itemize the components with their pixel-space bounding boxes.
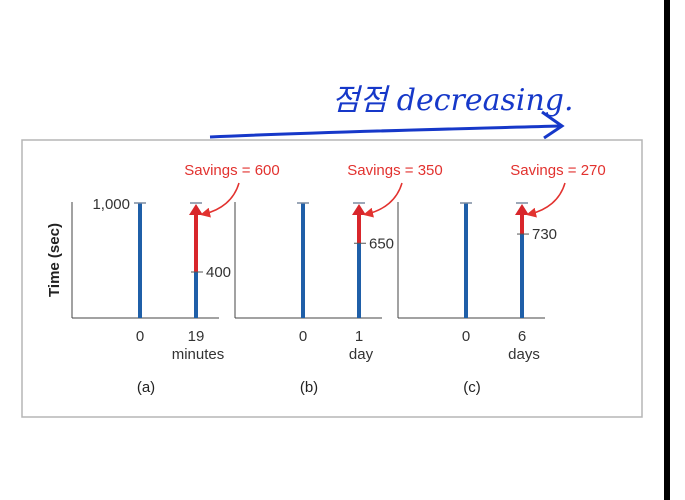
- x-unit-label: day: [349, 346, 374, 363]
- figure-frame: [21, 139, 643, 418]
- panel-label: (a): [137, 379, 155, 396]
- x-tick-label: 19: [188, 328, 205, 345]
- savings-arrowhead: [515, 204, 529, 215]
- relearn-value-label: 650: [369, 235, 394, 252]
- savings-annotation: Savings = 270: [510, 162, 606, 179]
- panel-label: (b): [300, 379, 318, 396]
- savings-pointer-arrow: [526, 182, 566, 218]
- savings-pointer-arrow: [200, 182, 240, 218]
- panel-label: (c): [463, 379, 481, 396]
- handwritten-arrow-line: [209, 124, 561, 139]
- page-edge-bar: [664, 0, 670, 500]
- savings-annotation: Savings = 350: [347, 162, 443, 179]
- x-tick-label: 0: [299, 328, 307, 345]
- y-axis-label: Time (sec): [46, 223, 63, 297]
- savings-arrowhead: [352, 204, 366, 215]
- relearn-value-label: 400: [206, 264, 231, 281]
- y-tick-label: 1,000: [92, 196, 130, 213]
- relearn-value-label: 730: [532, 226, 557, 243]
- handwritten-arrow-head: [541, 110, 565, 140]
- savings-arrowhead: [189, 204, 203, 215]
- x-tick-label: 0: [136, 328, 144, 345]
- savings-annotation: Savings = 600: [184, 162, 280, 179]
- x-unit-label: minutes: [172, 346, 225, 363]
- x-tick-label: 1: [355, 328, 363, 345]
- handwritten-annotation: 점점 decreasing.: [209, 83, 574, 140]
- x-tick-label: 6: [518, 328, 526, 345]
- handwritten-text: 점점 decreasing.: [332, 83, 574, 118]
- x-unit-label: days: [508, 346, 540, 363]
- savings-pointer-arrow: [363, 182, 403, 218]
- x-tick-label: 0: [462, 328, 470, 345]
